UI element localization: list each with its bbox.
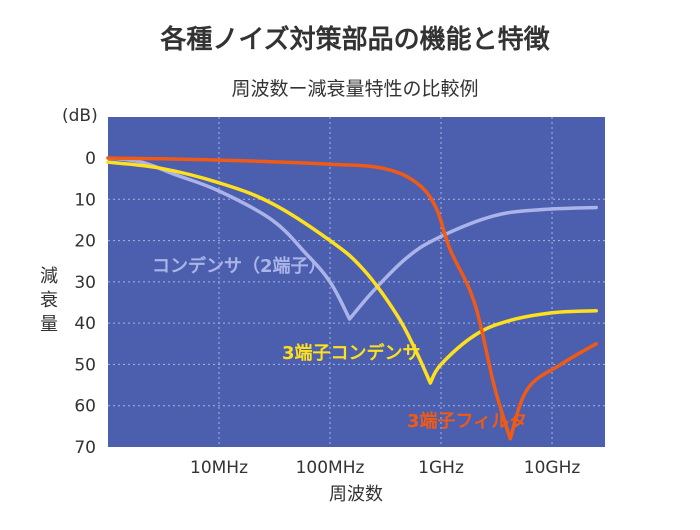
x-tick-labels: 10MHz 100MHz 1GHz 10GHz xyxy=(190,458,580,478)
x-axis-label: 周波数 xyxy=(329,484,383,505)
y-tick-label: 10 xyxy=(74,190,96,210)
x-tick-label: 1GHz xyxy=(418,458,464,478)
y-tick-label: 20 xyxy=(74,232,96,252)
x-tick-label: 100MHz xyxy=(296,458,365,478)
y-tick-label: 50 xyxy=(74,355,96,375)
y-axis-label-char: 衰 xyxy=(40,290,58,311)
y-unit-label: (dB) xyxy=(62,106,98,126)
y-tick-label: 30 xyxy=(74,273,96,293)
series-line xyxy=(106,156,598,321)
series-line xyxy=(106,156,598,441)
y-axis-label-char: 減 xyxy=(40,266,58,287)
y-tick-label: 0 xyxy=(85,149,96,169)
plot-area xyxy=(108,117,605,447)
y-tick-label: 40 xyxy=(74,314,96,334)
series-label: 3端子フィルタ xyxy=(407,411,527,432)
series-label: コンデンサ（2端子） xyxy=(152,255,327,277)
series-line xyxy=(106,160,598,385)
y-tick-labels: 0 10 20 30 40 50 60 70 xyxy=(74,149,96,458)
series-labels: コンデンサ（2端子） 3端子コンデンサ 3端子フィルタ xyxy=(152,255,527,432)
chart-subtitle: 周波数ー減衰量特性の比較例 xyxy=(231,78,478,100)
y-tick-label: 60 xyxy=(74,397,96,417)
y-axis-label-char: 量 xyxy=(40,314,58,335)
y-tick-label: 70 xyxy=(74,438,96,458)
y-axis-label-group: 減 衰 量 xyxy=(40,266,58,335)
chart-title: 各種ノイズ対策部品の機能と特徴 xyxy=(159,24,550,55)
x-tick-label: 10MHz xyxy=(190,458,248,478)
x-tick-label: 10GHz xyxy=(524,458,581,478)
series-label: 3端子コンデンサ xyxy=(282,342,421,364)
series-group xyxy=(106,156,598,441)
